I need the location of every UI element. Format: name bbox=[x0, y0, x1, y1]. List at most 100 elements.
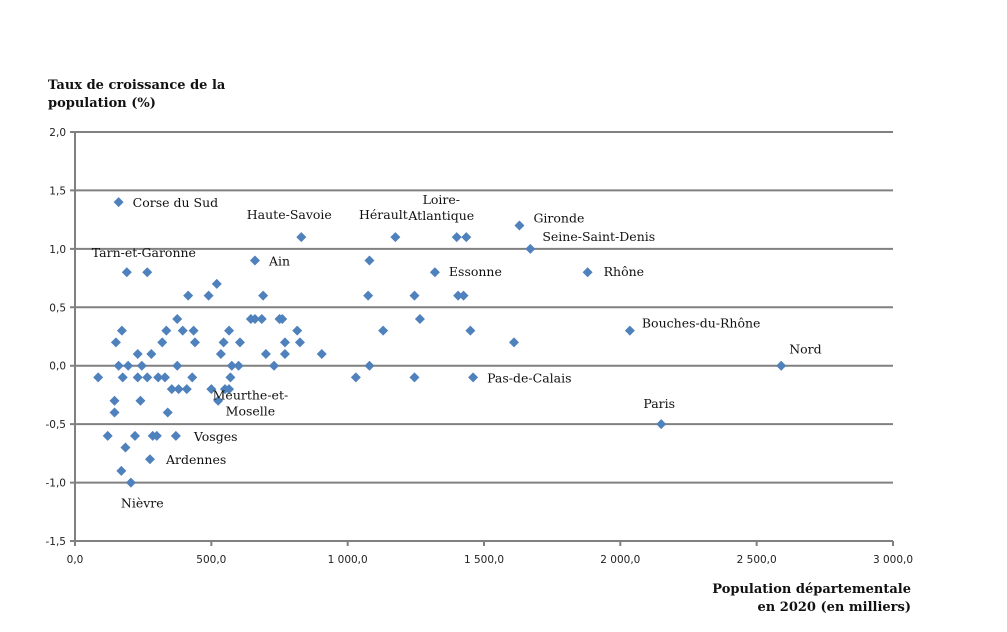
data-point bbox=[211, 278, 222, 289]
y-axis-title-line-2: population (%) bbox=[48, 96, 156, 111]
data-point bbox=[465, 325, 476, 336]
data-point bbox=[113, 360, 124, 371]
data-point bbox=[142, 372, 153, 383]
data-point bbox=[260, 349, 271, 360]
y-tick-label: -0,5 bbox=[46, 419, 67, 431]
point-annotations: Corse du Sud Haute-Savoie HéraultLoire-Atl… bbox=[92, 192, 822, 510]
point-label: Tarn-et-Garonne bbox=[92, 245, 196, 260]
data-point bbox=[776, 360, 787, 371]
point-label: Gironde bbox=[533, 210, 584, 225]
point-label: Essonne bbox=[449, 264, 502, 279]
data-point bbox=[350, 372, 361, 383]
data-point bbox=[279, 349, 290, 360]
point-label: Loire-Atlantique bbox=[407, 192, 474, 223]
data-point bbox=[153, 372, 164, 383]
tick-labels: 2,01,51,00,50,0-0,5-1,0-1,50,0 500,0 1 000… bbox=[46, 127, 914, 566]
x-tick-label: 1 000,0 bbox=[328, 554, 368, 566]
point-label: Meurthe-et-Moselle bbox=[213, 387, 289, 418]
data-point bbox=[110, 337, 121, 348]
data-point bbox=[624, 325, 635, 336]
data-point bbox=[409, 372, 420, 383]
point-label: Ardennes bbox=[165, 452, 226, 467]
data-point bbox=[218, 337, 229, 348]
data-point bbox=[226, 360, 237, 371]
data-point bbox=[453, 290, 464, 301]
data-point bbox=[409, 290, 420, 301]
point-label: Seine-Saint-Denis bbox=[542, 229, 655, 244]
data-point bbox=[161, 325, 172, 336]
data-point bbox=[582, 267, 593, 278]
data-point bbox=[292, 325, 303, 336]
data-point bbox=[187, 372, 198, 383]
data-point bbox=[135, 395, 146, 406]
data-point bbox=[113, 197, 124, 208]
x-tick-label: 0,0 bbox=[67, 554, 84, 566]
x-axis-title-line-2: en 2020 (en milliers) bbox=[757, 600, 911, 615]
data-point bbox=[429, 267, 440, 278]
data-point bbox=[256, 313, 267, 324]
data-point bbox=[451, 232, 462, 243]
data-point bbox=[294, 337, 305, 348]
data-point bbox=[224, 325, 235, 336]
data-point bbox=[249, 255, 260, 266]
point-label: Nord bbox=[789, 342, 821, 357]
data-point bbox=[159, 372, 170, 383]
data-point bbox=[277, 313, 288, 324]
data-point bbox=[233, 360, 244, 371]
point-label: Paris bbox=[643, 396, 675, 411]
data-point bbox=[378, 325, 389, 336]
point-label: Hérault bbox=[359, 207, 408, 222]
data-point bbox=[172, 313, 183, 324]
data-point bbox=[258, 290, 269, 301]
point-label: Corse du Sud bbox=[133, 195, 219, 210]
data-point bbox=[461, 232, 472, 243]
data-point bbox=[121, 267, 132, 278]
data-point bbox=[109, 407, 120, 418]
data-point bbox=[525, 243, 536, 254]
data-point bbox=[173, 384, 184, 395]
y-tick-label: -1,5 bbox=[46, 536, 67, 548]
data-point bbox=[316, 349, 327, 360]
data-point bbox=[132, 372, 143, 383]
data-point bbox=[183, 290, 194, 301]
x-tick-label: 3 000,0 bbox=[873, 554, 913, 566]
data-points bbox=[93, 197, 787, 488]
y-tick-label: 0,0 bbox=[49, 361, 66, 373]
data-point bbox=[213, 395, 224, 406]
data-point bbox=[206, 384, 217, 395]
y-tick-label: 1,5 bbox=[49, 185, 66, 197]
data-point bbox=[188, 325, 199, 336]
y-tick-label: 2,0 bbox=[49, 127, 66, 139]
point-label: Rhône bbox=[604, 264, 644, 279]
data-point bbox=[166, 384, 177, 395]
data-point bbox=[172, 360, 183, 371]
x-tick-label: 1 500,0 bbox=[464, 554, 504, 566]
data-point bbox=[157, 337, 168, 348]
data-point bbox=[116, 325, 127, 336]
gridlines bbox=[70, 131, 893, 542]
data-point bbox=[129, 430, 140, 441]
data-point bbox=[93, 372, 104, 383]
data-point bbox=[123, 360, 134, 371]
data-point bbox=[225, 372, 236, 383]
data-point bbox=[249, 313, 260, 324]
x-tick-label: 2 000,0 bbox=[600, 554, 640, 566]
data-point bbox=[117, 372, 128, 383]
data-point bbox=[109, 395, 120, 406]
data-point bbox=[364, 255, 375, 266]
point-label: Nièvre bbox=[121, 496, 164, 511]
data-point bbox=[514, 220, 525, 231]
data-point bbox=[162, 407, 173, 418]
x-axis-title: Population départementale en 2020 (en mi… bbox=[712, 581, 911, 617]
y-axis-title-line-1: Taux de croissance de la bbox=[48, 78, 226, 93]
point-label: Pas-de-Calais bbox=[487, 370, 571, 385]
x-tick-label: 500,0 bbox=[196, 554, 226, 566]
data-point bbox=[177, 325, 188, 336]
x-tick-label: 2 500,0 bbox=[737, 554, 777, 566]
data-point bbox=[132, 349, 143, 360]
y-axis-title: Taux de croissance de la population (%) bbox=[48, 77, 225, 113]
data-point bbox=[363, 290, 374, 301]
data-point bbox=[234, 337, 245, 348]
data-point bbox=[170, 430, 181, 441]
